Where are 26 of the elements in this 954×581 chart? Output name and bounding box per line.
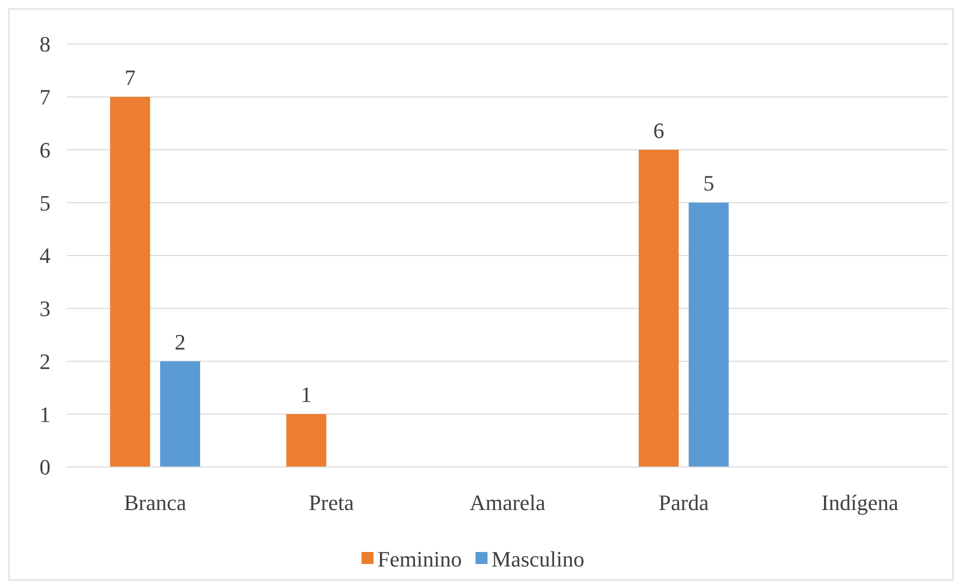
y-tick-label: 7 (40, 84, 50, 110)
bar (638, 150, 679, 467)
x-tick-label: Parda (658, 490, 709, 515)
y-tick-label: 6 (40, 137, 50, 162)
y-tick-label: 0 (40, 454, 50, 480)
y-tick-label: 4 (40, 243, 50, 268)
data-label: 2 (174, 329, 186, 354)
legend-label: Masculino (492, 546, 584, 572)
data-label: 7 (124, 64, 136, 90)
x-tick-label: Branca (124, 490, 186, 515)
y-tick-label: 1 (40, 402, 50, 427)
y-tick-label: 2 (40, 348, 50, 374)
y-tick-label: 3 (40, 296, 50, 322)
bar (110, 96, 150, 467)
data-label: 1 (300, 382, 312, 408)
bar (160, 361, 200, 467)
data-label: 6 (653, 118, 664, 143)
bar (688, 202, 729, 467)
bar (286, 414, 326, 467)
legend-label: Feminino (378, 546, 462, 572)
data-label: 5 (703, 170, 714, 196)
x-tick-label: Amarela (470, 490, 546, 515)
y-tick-label: 5 (40, 190, 50, 216)
x-tick-label: Indígena (821, 490, 899, 515)
x-tick-label: Preta (308, 490, 354, 515)
y-tick-label: 8 (40, 32, 50, 57)
